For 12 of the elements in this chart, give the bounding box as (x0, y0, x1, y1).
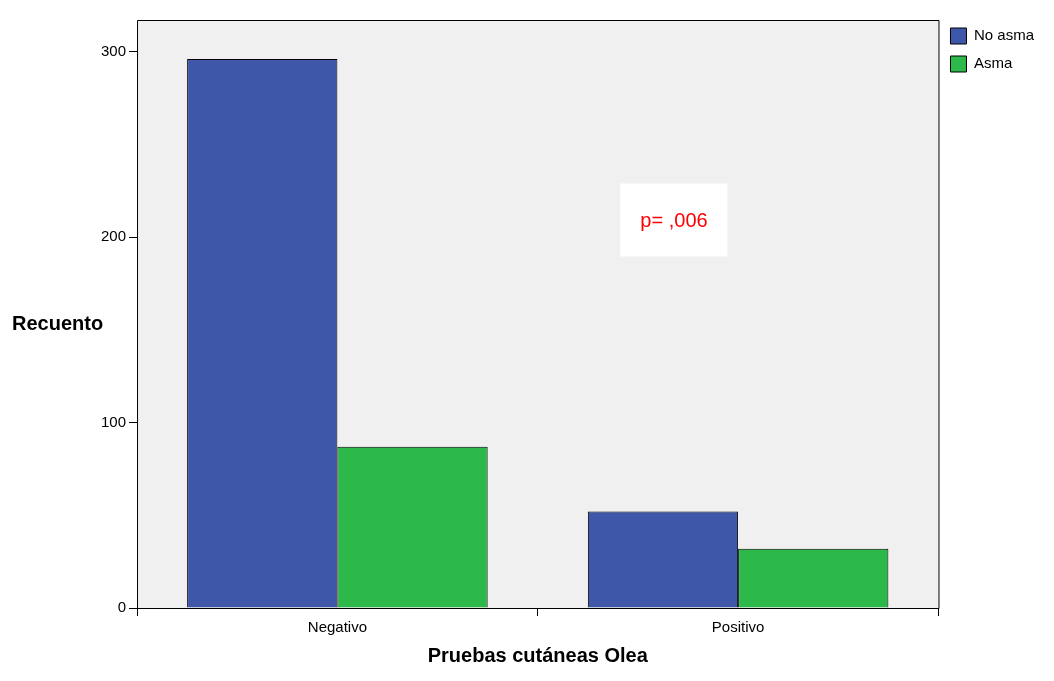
y-tick-label: 0 (117, 598, 127, 616)
x-tick-label: Negativo (307, 618, 367, 636)
x-axis-title: Pruebas cutáneas Olea (427, 643, 649, 666)
annotation: p= ,006 (640, 208, 708, 232)
y-tick-label: 200 (101, 227, 127, 245)
text-box: p= ,006 (620, 183, 728, 257)
y-tick-label: 100 (101, 412, 127, 430)
y-axis-title: Recuento (12, 311, 104, 334)
x-tick-label: Positivo (711, 618, 765, 636)
legend-label: No asma (973, 26, 1035, 44)
y-tick-label: 300 (101, 41, 127, 59)
legend-label: Asma (973, 54, 1013, 72)
